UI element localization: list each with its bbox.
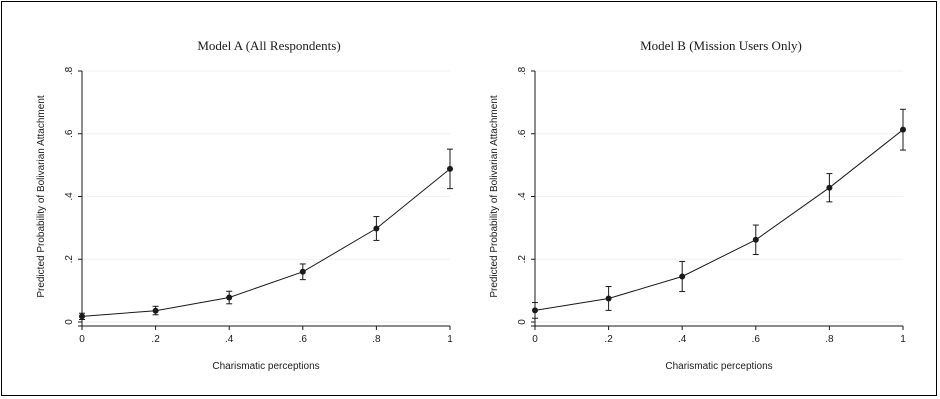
y-tick-label: 0 — [64, 319, 75, 325]
y-axis-label: Predicted Probability of Bolivarian Atta… — [489, 95, 500, 298]
x-tick-label: .2 — [604, 334, 613, 345]
data-point — [679, 273, 686, 280]
data-point — [79, 313, 85, 320]
x-tick-label: 1 — [900, 334, 906, 345]
data-point — [605, 295, 612, 302]
y-tick-label: .2 — [64, 255, 75, 264]
data-point — [900, 126, 906, 133]
x-tick-label: 0 — [532, 334, 538, 345]
chart-title: Model B (Mission Users Only) — [640, 38, 802, 53]
data-point — [532, 307, 538, 314]
y-tick-label: .2 — [517, 255, 528, 264]
chart-panel-b: 0 .2 .4 .6 .8 0 .2 .4 .6 .8 1 Model B (Mission User… — [489, 38, 906, 372]
y-tick-label: .4 — [517, 192, 528, 201]
data-point — [373, 225, 380, 232]
data-point — [152, 307, 159, 314]
x-axis-label: Charismatic perceptions — [212, 361, 319, 372]
x-tick-label: .6 — [299, 334, 308, 345]
chart-title: Model A (All Respondents) — [197, 38, 340, 53]
y-axis-label: Predicted Probability of Bolivarian Atta… — [36, 95, 47, 298]
y-tick-label: .6 — [64, 129, 75, 138]
data-point — [752, 236, 759, 243]
data-point — [299, 268, 306, 275]
x-tick-label: .6 — [752, 334, 761, 345]
x-tick-label: .4 — [225, 334, 234, 345]
series-line — [534, 129, 904, 311]
y-tick-label: .4 — [64, 192, 75, 201]
x-tick-label: .4 — [678, 334, 687, 345]
x-tick-label: .2 — [151, 334, 160, 345]
series-line — [81, 168, 451, 317]
y-tick-label: .6 — [517, 129, 528, 138]
x-axis-label: Charismatic perceptions — [665, 361, 772, 372]
x-tick-label: .8 — [372, 334, 381, 345]
y-tick-label: .8 — [64, 66, 75, 75]
y-tick-label: 0 — [517, 319, 528, 325]
x-tick-label: .8 — [825, 334, 834, 345]
chart-panel-a: 0 .2 .4 .6 .8 0 .2 .4 .6 .8 1 Model A (All Responde… — [36, 38, 453, 372]
y-tick-label: .8 — [517, 66, 528, 75]
data-point — [226, 294, 233, 301]
x-tick-label: 0 — [79, 334, 85, 345]
data-point — [826, 184, 833, 191]
x-tick-label: 1 — [447, 334, 453, 345]
data-point — [447, 165, 453, 172]
